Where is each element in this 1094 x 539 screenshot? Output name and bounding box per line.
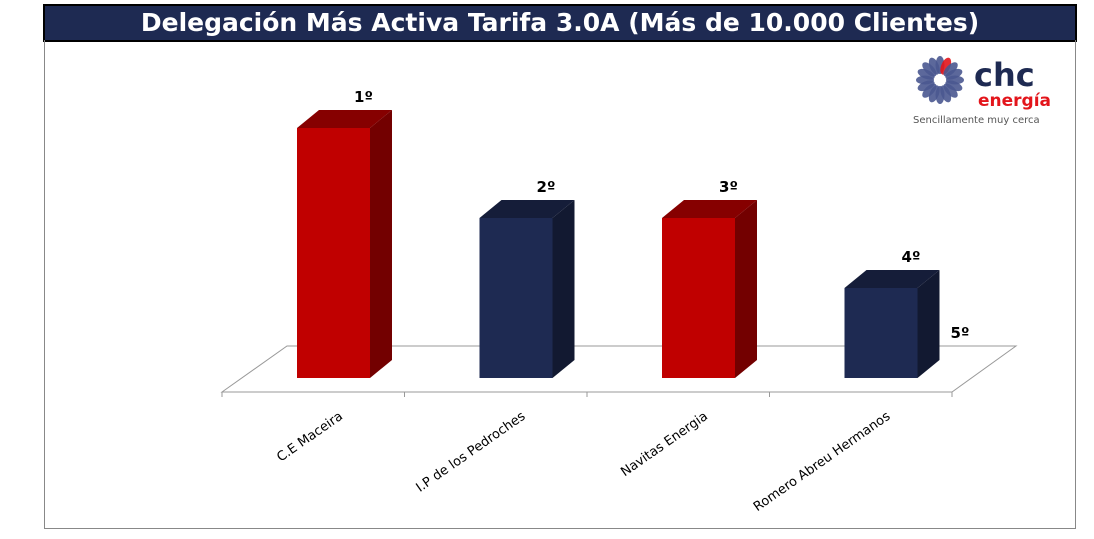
x-tick-label: C.E Maceira bbox=[274, 409, 346, 465]
bar-top bbox=[844, 270, 940, 288]
rank-label: 2º bbox=[537, 178, 556, 196]
svg-text:Sencillamente muy cerca: Sencillamente muy cerca bbox=[913, 115, 1040, 126]
bar-side bbox=[917, 270, 940, 378]
bar bbox=[662, 218, 735, 378]
bar-top bbox=[662, 200, 757, 218]
logo-petal bbox=[943, 83, 958, 98]
logo: chc energía Sencillamente muy cerca bbox=[913, 56, 1051, 126]
svg-text:chc: chc bbox=[974, 56, 1035, 94]
x-tick-label: Romero Abreu Hermanos bbox=[751, 409, 894, 515]
bar bbox=[844, 288, 918, 378]
bar-side bbox=[735, 200, 757, 378]
rank-label: 1º bbox=[354, 88, 373, 106]
x-tick-label: Navitas Energia bbox=[618, 409, 710, 480]
chart-frame bbox=[44, 40, 1076, 529]
x-tick-label: I.P de los Pedroches bbox=[414, 409, 529, 496]
logo-petal bbox=[943, 62, 958, 77]
logo-petal bbox=[928, 57, 940, 75]
rank-label: 5º bbox=[951, 324, 970, 342]
bar-side bbox=[370, 110, 392, 378]
bar bbox=[297, 128, 370, 378]
logo-petal bbox=[922, 62, 937, 77]
svg-text:energía: energía bbox=[978, 91, 1051, 111]
bar-top bbox=[297, 110, 392, 128]
chart-title: Delegación Más Activa Tarifa 3.0A (Más d… bbox=[43, 4, 1077, 42]
rank-label: 4º bbox=[902, 248, 921, 266]
bar-side bbox=[552, 200, 575, 378]
bar-top bbox=[479, 200, 575, 218]
rank-label: 3º bbox=[719, 178, 738, 196]
bar bbox=[479, 218, 553, 378]
logo-petal bbox=[922, 83, 937, 98]
